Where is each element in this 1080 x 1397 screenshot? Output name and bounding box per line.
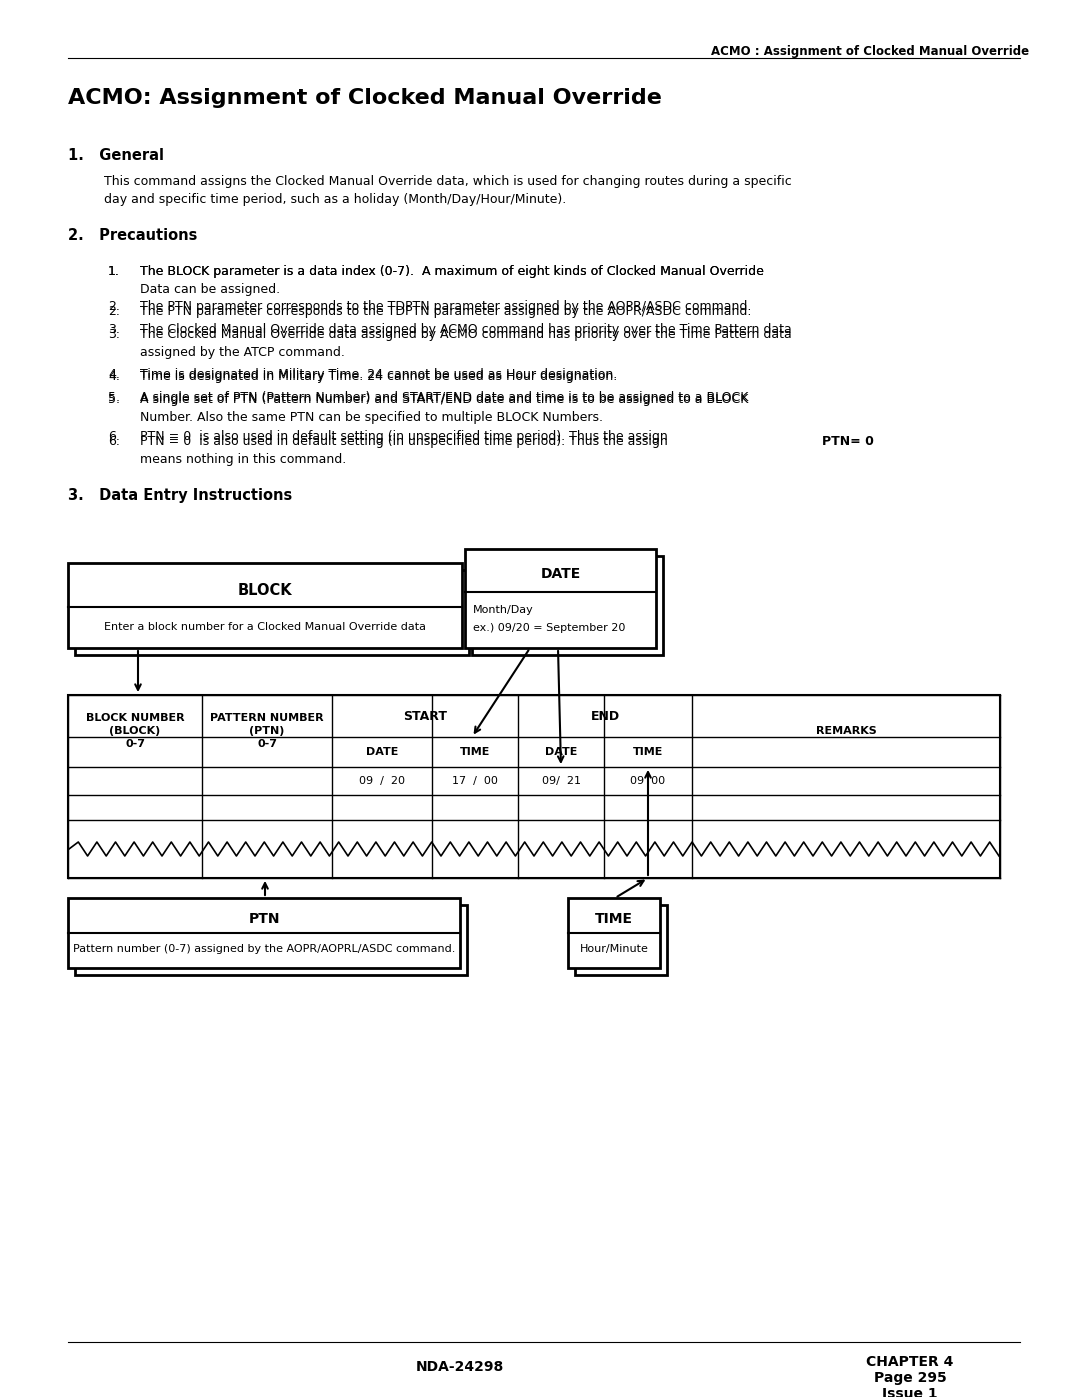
Text: ACMO : Assignment of Clocked Manual Override: ACMO : Assignment of Clocked Manual Over…	[711, 45, 1029, 59]
Text: PTN= 0: PTN= 0	[822, 434, 874, 448]
Text: 3.   Data Entry Instructions: 3. Data Entry Instructions	[68, 488, 293, 503]
Text: END: END	[591, 710, 620, 722]
Text: Hour/Minute: Hour/Minute	[580, 944, 648, 954]
Text: DATE: DATE	[544, 747, 577, 757]
Text: REMARKS: REMARKS	[815, 726, 876, 736]
Text: START: START	[403, 710, 447, 722]
Bar	[465, 549, 656, 648]
Text: PTN: PTN	[248, 912, 280, 926]
Text: 5.: 5.	[108, 391, 120, 404]
Text: 2.: 2.	[108, 300, 120, 313]
Text: PTN = 0  is also used in default setting (in unspecified time period). Thus the : PTN = 0 is also used in default setting …	[140, 430, 667, 443]
Text: means nothing in this command.: means nothing in this command.	[140, 453, 347, 467]
Text: This command assigns the Clocked Manual Override data, which is used for changin: This command assigns the Clocked Manual …	[104, 175, 792, 189]
Text: NDA-24298: NDA-24298	[416, 1361, 504, 1375]
Text: Number. Also the same PTN can be specified to multiple BLOCK Numbers.: Number. Also the same PTN can be specifi…	[140, 411, 603, 425]
Text: 2.   Precautions: 2. Precautions	[68, 228, 198, 243]
Bar	[68, 563, 462, 648]
Text: The PTN parameter corresponds to the TDPTN parameter assigned by the AOPR/ASDC c: The PTN parameter corresponds to the TDP…	[140, 305, 752, 319]
Text: 2.: 2.	[108, 305, 120, 319]
Text: BLOCK NUMBER
(BLOCK)
0-7: BLOCK NUMBER (BLOCK) 0-7	[85, 712, 185, 749]
Bar	[68, 694, 1000, 877]
Text: Time is designated in Military Time. 24 cannot be used as Hour designation.: Time is designated in Military Time. 24 …	[140, 370, 618, 383]
Text: 17  /  00: 17 / 00	[453, 775, 498, 787]
Text: 1.: 1.	[108, 265, 120, 278]
Text: Time is designated in Military Time. 24 cannot be used as Hour designation.: Time is designated in Military Time. 24 …	[140, 367, 618, 381]
Text: 09/  21: 09/ 21	[541, 775, 581, 787]
Text: PTN = 0  is also used in default setting (in unspecified time period). Thus the : PTN = 0 is also used in default setting …	[140, 434, 667, 448]
Text: CHAPTER 4
Page 295
Issue 1: CHAPTER 4 Page 295 Issue 1	[866, 1355, 954, 1397]
Text: Pattern number (0-7) assigned by the AOPR/AOPRL/ASDC command.: Pattern number (0-7) assigned by the AOP…	[72, 944, 455, 954]
Text: The PTN parameter corresponds to the TDPTN parameter assigned by the AOPR/ASDC c: The PTN parameter corresponds to the TDP…	[140, 300, 752, 313]
Text: 4.: 4.	[108, 367, 120, 381]
Bar	[75, 905, 467, 975]
Text: Month/Day: Month/Day	[473, 605, 534, 616]
Text: TIME: TIME	[460, 747, 490, 757]
Text: 3.: 3.	[108, 328, 120, 341]
Text: PATTERN NUMBER
(PTN)
0-7: PATTERN NUMBER (PTN) 0-7	[211, 712, 324, 749]
Text: BLOCK: BLOCK	[238, 583, 293, 598]
Text: assigned by the ATCP command.: assigned by the ATCP command.	[140, 346, 345, 359]
Text: ex.) 09/20 = September 20: ex.) 09/20 = September 20	[473, 623, 625, 633]
Bar	[472, 556, 663, 655]
Bar	[68, 898, 460, 968]
Text: Data can be assigned.: Data can be assigned.	[140, 284, 280, 296]
Bar	[75, 570, 469, 655]
Text: TIME: TIME	[595, 912, 633, 926]
Text: day and specific time period, such as a holiday (Month/Day/Hour/Minute).: day and specific time period, such as a …	[104, 193, 566, 205]
Text: A single set of PTN (Pattern Number) and START/END date and time is to be assign: A single set of PTN (Pattern Number) and…	[140, 393, 748, 407]
Bar	[575, 905, 667, 975]
Text: DATE: DATE	[366, 747, 399, 757]
Text: 1.   General: 1. General	[68, 148, 164, 163]
Text: DATE: DATE	[540, 567, 581, 581]
Text: 4.: 4.	[108, 370, 120, 383]
Text: 6.: 6.	[108, 434, 120, 448]
Text: 3.: 3.	[108, 323, 120, 337]
Text: The Clocked Manual Override data assigned by ACMO command has priority over the : The Clocked Manual Override data assigne…	[140, 323, 792, 337]
Bar	[568, 898, 660, 968]
Text: A single set of PTN (Pattern Number) and START/END date and time is to be assign: A single set of PTN (Pattern Number) and…	[140, 391, 748, 404]
Text: Enter a block number for a Clocked Manual Override data: Enter a block number for a Clocked Manua…	[104, 622, 426, 631]
Text: ACMO: Assignment of Clocked Manual Override: ACMO: Assignment of Clocked Manual Overr…	[68, 88, 662, 108]
Text: 5.: 5.	[108, 393, 120, 407]
Text: The BLOCK parameter is a data index (0-7).  A maximum of eight kinds of Clocked : The BLOCK parameter is a data index (0-7…	[140, 265, 764, 278]
Text: 09  00: 09 00	[631, 775, 665, 787]
Text: The Clocked Manual Override data assigned by ACMO command has priority over the : The Clocked Manual Override data assigne…	[140, 328, 792, 341]
Text: 1.: 1.	[108, 265, 120, 278]
Text: 6.: 6.	[108, 430, 120, 443]
Text: TIME: TIME	[633, 747, 663, 757]
Text: The BLOCK parameter is a data index (0-7).  A maximum of eight kinds of Clocked : The BLOCK parameter is a data index (0-7…	[140, 265, 764, 278]
Text: 09  /  20: 09 / 20	[359, 775, 405, 787]
